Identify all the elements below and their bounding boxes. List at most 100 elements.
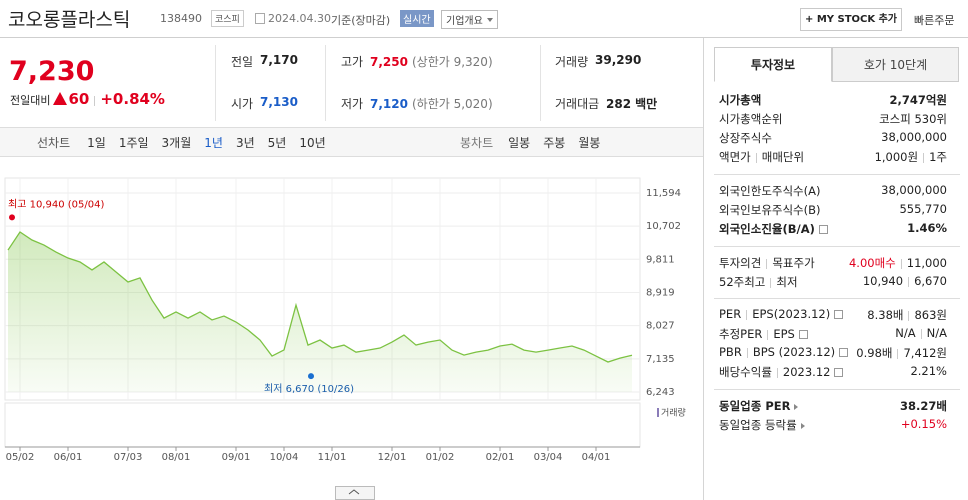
info-labels: 액면가 매매단위: [719, 149, 804, 165]
info-row: 외국인소진율(B/A) 1.46%: [719, 221, 947, 237]
info-values: 4.00매수 11,000: [849, 255, 947, 271]
period-tab[interactable]: 1년: [204, 136, 223, 150]
period-tab[interactable]: 5년: [267, 136, 287, 150]
summary-divider: [540, 45, 541, 121]
info-label: 외국인보유주식수(B): [719, 203, 821, 217]
x-tick-label: 06/01: [54, 452, 83, 463]
summary-value: 7,120: [370, 97, 408, 111]
up-triangle: [53, 92, 68, 105]
period-tab[interactable]: 3개월: [161, 136, 192, 150]
sep: [908, 310, 910, 321]
info-label: 동일업종 PER: [719, 399, 791, 413]
info-label: BPS (2023.12): [752, 345, 836, 359]
change-rate: +0.84%: [100, 90, 165, 108]
price-chart: 6,243 7,135 8,027 8,919 9,811 10,702 11,594 05/…: [4, 177, 686, 495]
side-tab[interactable]: 투자정보: [714, 47, 832, 82]
arrow-icon: [800, 422, 805, 429]
period-tab[interactable]: 1일: [87, 136, 106, 150]
info-label: EPS(2023.12): [752, 307, 831, 321]
section-divider: [714, 246, 960, 247]
info-labels: 52주최고 최저: [719, 274, 798, 290]
info-labels: 시가총액: [719, 92, 761, 108]
y-tick-label: 9,811: [646, 254, 675, 265]
company-info-button[interactable]: 기업개요: [441, 10, 498, 29]
high-marker: [9, 214, 15, 221]
summary-label: 거래대금: [555, 97, 600, 111]
line-chart-label: 선차트: [37, 136, 71, 150]
candle-tab[interactable]: 일봉: [508, 136, 531, 150]
info-labels: 외국인소진율(B/A): [719, 221, 828, 237]
info-labels: 투자의견 목표주가: [719, 255, 815, 271]
period-tabs: 선차트 1일 1주일 3개월 1년 3년 5년 10년: [37, 134, 326, 151]
info-value: 코스피 530위: [879, 112, 947, 126]
summary-divider: [215, 45, 216, 121]
summary-label: 고가: [341, 55, 364, 69]
summary-label: 거래량: [555, 55, 589, 69]
candle-tab[interactable]: 월봉: [578, 136, 601, 150]
side-tab[interactable]: 호가 10단계: [832, 47, 959, 82]
info-labels: 상장주식수: [719, 130, 772, 146]
info-label: 투자의견: [719, 256, 762, 270]
info-values: 38.27배: [900, 398, 947, 414]
section-divider: [714, 174, 960, 175]
x-tick-label: 10/04: [270, 452, 299, 463]
summary-value-group: 7,130: [260, 95, 298, 109]
summary-label: 시가: [231, 97, 254, 111]
y-tick-label: 6,243: [646, 387, 675, 398]
my-stock-button[interactable]: + MY STOCK 추가: [800, 8, 902, 31]
header-rule: [0, 37, 968, 38]
sep: [923, 152, 925, 163]
realtime-button[interactable]: 실시간: [400, 10, 434, 27]
info-label: 매매단위: [761, 150, 805, 164]
section-divider: [714, 298, 960, 299]
volume-frame: [4, 402, 641, 448]
info-icon: [798, 330, 808, 339]
info-labels: 외국인보유주식수(B): [719, 202, 821, 218]
info-value: 1주: [929, 150, 947, 164]
sep: [776, 367, 778, 378]
x-tick-label: 08/01: [162, 452, 191, 463]
sep: [746, 347, 748, 358]
x-tick-label: 11/01: [318, 452, 347, 463]
info-row: 투자의견 목표주가 4.00매수 11,000: [719, 255, 947, 271]
period-tab[interactable]: 10년: [299, 136, 326, 150]
volume-label: 거래량: [661, 407, 686, 419]
info-row: PER EPS(2023.12) 8.38배 863원: [719, 307, 947, 323]
quick-order-button[interactable]: 빠른주문: [914, 14, 955, 27]
sep: [770, 277, 772, 288]
info-row: 52주최고 최저 10,940 6,670: [719, 274, 947, 290]
info-labels: PBR BPS (2023.12): [719, 345, 849, 361]
info-values: 1,000원 1주: [875, 149, 947, 165]
info-labels: 배당수익률 2023.12: [719, 364, 844, 380]
info-value: 7,412원: [903, 346, 947, 360]
info-labels: 추정PER EPS: [719, 326, 808, 342]
collapse-caret: [348, 489, 360, 495]
change-label: 전일대비: [10, 94, 51, 107]
caret: [486, 18, 493, 22]
date: 2024.04.30: [268, 12, 331, 25]
period-tab[interactable]: 3년: [235, 136, 255, 150]
candle-tab[interactable]: 주봉: [543, 136, 566, 150]
sep: [767, 329, 769, 340]
summary-note: (상한가 9,320): [411, 55, 493, 69]
info-values: 38,000,000: [881, 183, 947, 199]
arrow-icon: [794, 403, 799, 410]
info-labels: 동일업종 등락률: [719, 417, 805, 433]
info-label: PBR: [719, 345, 742, 359]
info-label: 동일업종 등락률: [719, 418, 797, 432]
info-values: +0.15%: [901, 417, 947, 433]
sep: [920, 328, 922, 339]
y-tick-label: 8,027: [646, 321, 675, 332]
period-tab[interactable]: 1주일: [118, 136, 149, 150]
info-label: 외국인소진율(B/A): [719, 222, 815, 236]
summary-value-group: 7,120 (하한가 5,020): [370, 95, 493, 112]
summary-value: 7,250: [370, 55, 408, 69]
info-icon: [834, 310, 844, 319]
sep: [908, 276, 910, 287]
info-label: 목표주가: [772, 256, 815, 270]
stock-name: 코오롱플라스틱: [8, 9, 131, 31]
info-label: 52주최고: [719, 275, 766, 289]
summary-value: 39,290: [595, 53, 642, 67]
info-row: 시가총액 2,747억원: [719, 92, 947, 108]
info-row: 상장주식수 38,000,000: [719, 130, 947, 146]
